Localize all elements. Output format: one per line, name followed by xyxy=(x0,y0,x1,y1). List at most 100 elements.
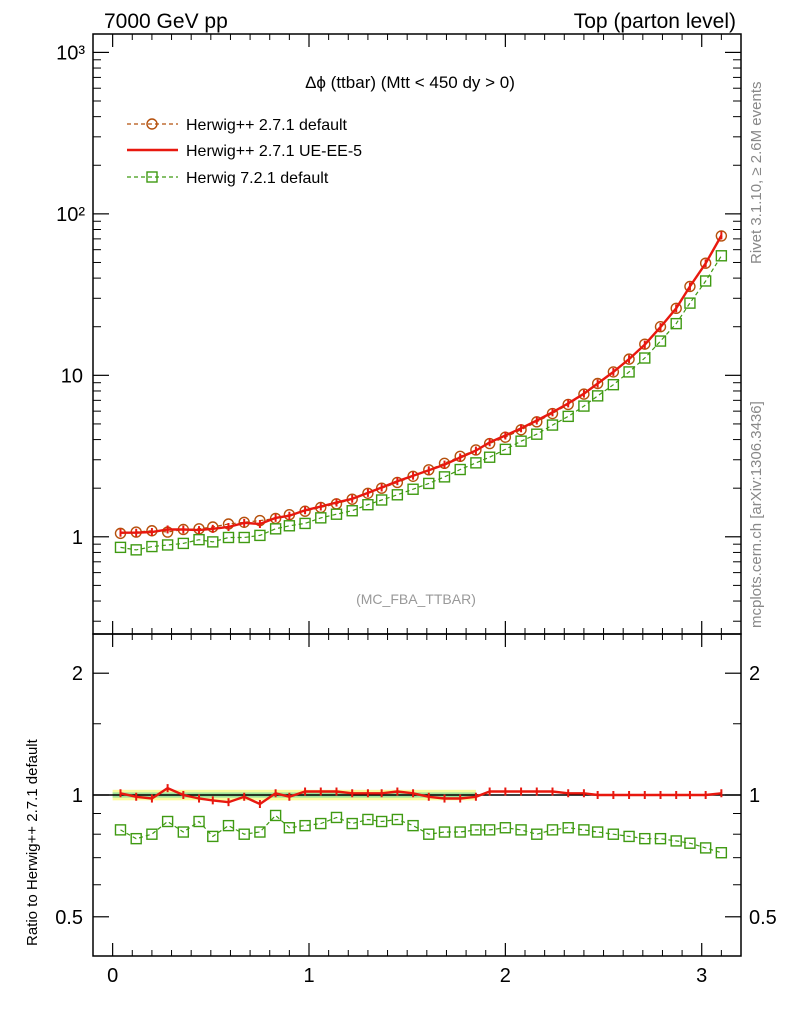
main-herwig7-point xyxy=(315,512,327,524)
plot-title: Δϕ (ttbar) (Mtt < 450 dy > 0) xyxy=(305,73,515,92)
main-herwig7-point xyxy=(454,463,466,476)
legend-marker-square xyxy=(146,171,158,183)
ratio-y-tick-label: 1 xyxy=(72,785,83,807)
main-herwig7-point xyxy=(470,457,482,469)
y-tick-label: 10² xyxy=(56,204,85,226)
ratio-herwig7-point xyxy=(670,835,682,847)
ratio-herwig7-point xyxy=(207,830,219,843)
main-herwig-default-point xyxy=(362,487,374,499)
main-herwig7-point xyxy=(639,352,651,364)
main-data-layer xyxy=(114,230,728,556)
main-herwig7-point xyxy=(330,508,343,520)
ratio-herwig7-point xyxy=(684,837,696,849)
ratio-herwig7-point xyxy=(114,824,127,836)
ratio-herwig7-point xyxy=(391,813,404,826)
main-herwig7-point xyxy=(423,477,435,490)
main-herwig-default-point xyxy=(699,257,712,269)
ratio-herwig7-point xyxy=(222,819,235,832)
main-herwig7-point xyxy=(654,335,667,347)
ratio-herwig7-point xyxy=(654,832,667,845)
main-herwig7-point xyxy=(254,529,266,542)
ratio-panel: 0 1 2 3 0.5 0.5 1 1 2 2 xyxy=(55,633,777,987)
ratio-data-layer xyxy=(114,784,728,859)
main-herwig7-point xyxy=(438,471,451,483)
header-left: 7000 GeV pp xyxy=(104,10,228,33)
main-herwig7-point xyxy=(591,390,604,402)
y-tick-label: 10 xyxy=(61,365,83,387)
ratio-herwig7-point xyxy=(299,819,311,832)
ratio-herwig7-point xyxy=(546,824,559,836)
ratio-axes: 0 1 2 3 0.5 0.5 1 1 2 2 xyxy=(55,634,777,987)
x-tick-label: 3 xyxy=(696,965,707,987)
main-herwig7-point xyxy=(578,400,590,412)
main-herwig7-point xyxy=(362,499,374,511)
main-herwig7-point xyxy=(283,520,296,532)
ratio-herwig7-point xyxy=(283,822,296,834)
ratio-herwig7-point xyxy=(346,817,358,830)
main-herwig7-point xyxy=(483,451,496,463)
ratio-herwig7-point xyxy=(607,828,620,840)
main-herwig7-point xyxy=(146,540,158,553)
legend-label: Herwig++ 2.7.1 default xyxy=(186,117,348,134)
main-herwig-default-point xyxy=(684,280,696,293)
main-herwig7-point xyxy=(531,428,543,440)
ratio-herwig7-point xyxy=(423,828,435,840)
main-herwig7-point xyxy=(699,275,712,287)
main-herwig-default-point xyxy=(607,366,620,378)
main-herwig7-point xyxy=(207,536,219,548)
main-herwig-default-point xyxy=(375,482,388,494)
main-herwig7-point xyxy=(499,443,512,456)
y-tick-label: 10³ xyxy=(56,42,85,64)
rivet-label: Rivet 3.1.10, ≥ 2.6M events xyxy=(748,82,765,265)
main-herwig7-point xyxy=(269,523,282,535)
ratio-herwig7-point xyxy=(269,809,282,822)
main-herwig7-point xyxy=(546,419,559,431)
ratio-herwig7-series-line xyxy=(120,814,722,854)
main-herwig7-series-line xyxy=(120,255,722,551)
ratio-herwig7-point xyxy=(515,824,527,836)
ratio-herwig7-point xyxy=(254,826,266,838)
main-herwig7-point xyxy=(130,544,142,556)
main-herwig7-point xyxy=(391,489,404,501)
legend-label: Herwig 7.2.1 default xyxy=(186,170,329,187)
main-herwig-default-point xyxy=(654,321,667,333)
main-herwig7-point xyxy=(515,435,527,447)
main-herwig7-point xyxy=(684,297,696,309)
ratio-herwig7-point xyxy=(177,826,190,838)
ratio-herwig7-point xyxy=(591,826,604,838)
ratio-herwig7-point xyxy=(699,842,712,854)
ratio-herwig7-point xyxy=(499,822,512,834)
legend-marker-circle xyxy=(146,118,158,130)
ratio-y-tick-label-right: 0.5 xyxy=(749,907,777,929)
main-axes: 1 10 10² 10³ xyxy=(56,34,742,634)
main-herwig7-point xyxy=(407,483,419,495)
ratio-herwig7-point xyxy=(454,826,466,838)
ratio-herwig7-point xyxy=(715,847,728,859)
ratio-herwig7-point xyxy=(639,832,651,845)
ratio-herwig7-point xyxy=(330,811,343,824)
ratio-ylabel: Ratio to Herwig++ 2.7.1 default xyxy=(24,738,41,946)
main-herwig7-point xyxy=(346,505,358,517)
header-right: Top (parton level) xyxy=(574,10,736,33)
main-herwig7-point xyxy=(670,317,682,330)
watermark: (MC_FBA_TTBAR) xyxy=(356,591,476,607)
main-herwig-default-point xyxy=(470,444,482,456)
ratio-y-tick-label: 0.5 xyxy=(55,907,83,929)
main-herwig-default-point xyxy=(670,302,682,315)
legend-label: Herwig++ 2.7.1 UE-EE-5 xyxy=(186,143,362,160)
ratio-ue-ee5-series-line xyxy=(120,786,722,806)
main-ue-ee5-series-line xyxy=(120,234,723,534)
main-herwig7-point xyxy=(562,410,574,423)
main-herwig-default-series-line xyxy=(120,235,722,534)
main-herwig7-point xyxy=(238,531,250,544)
main-herwig7-point xyxy=(299,517,311,530)
main-herwig-default-point xyxy=(623,353,635,365)
ratio-herwig7-point xyxy=(578,824,590,836)
main-herwig-default-point xyxy=(639,338,651,350)
main-herwig-default-point xyxy=(578,388,590,400)
ratio-y-tick-label: 2 xyxy=(72,663,83,685)
main-herwig7-point xyxy=(161,539,174,551)
ratio-herwig7-point xyxy=(193,815,205,828)
ratio-herwig7-point xyxy=(531,828,543,840)
